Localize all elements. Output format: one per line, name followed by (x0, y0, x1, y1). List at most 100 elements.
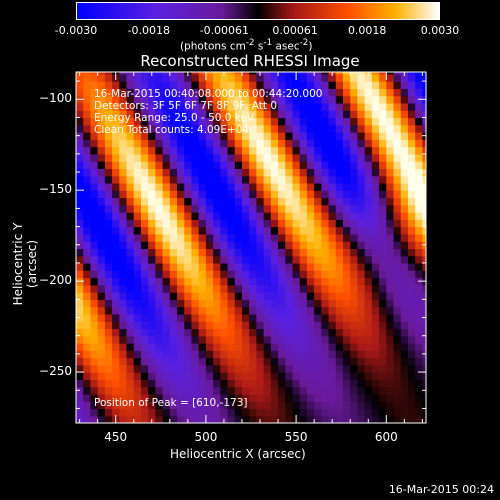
heatmap-cell (407, 386, 416, 395)
heatmap-cell (278, 139, 286, 148)
heatmap-cell (321, 110, 330, 119)
heatmap-cell (112, 212, 120, 220)
heatmap-cell (371, 161, 380, 169)
heatmap-cell (321, 190, 330, 199)
x-tick-label: 450 (104, 430, 128, 444)
heatmap-cell (256, 241, 265, 250)
heatmap-cell (104, 226, 113, 235)
heatmap-cell (76, 372, 84, 380)
heatmap-cell (285, 219, 294, 228)
heatmap-cell (198, 386, 207, 395)
heatmap-cell (76, 219, 84, 228)
heatmap-cell (299, 277, 308, 286)
heatmap-cell (104, 328, 113, 337)
heatmap-cell (285, 139, 294, 148)
heatmap-cell (249, 88, 258, 97)
heatmap-cell (306, 350, 315, 359)
heatmap-cell (343, 88, 351, 97)
heatmap-cell (400, 88, 409, 97)
heatmap-cell (343, 357, 351, 366)
heatmap-cell (335, 321, 344, 330)
heatmap-cell (249, 270, 258, 279)
heatmap-cell (328, 292, 337, 300)
heatmap-cell (379, 81, 387, 89)
heatmap-cell (90, 73, 99, 82)
heatmap-cell (335, 364, 344, 373)
heatmap-cell (191, 153, 200, 162)
heatmap-cell (220, 284, 229, 293)
heatmap-cell (213, 95, 221, 104)
heatmap-cell (119, 306, 128, 315)
heatmap-cell (314, 372, 322, 380)
heatmap-cell (227, 88, 236, 97)
heatmap-cell (386, 393, 395, 402)
heatmap-cell (314, 357, 322, 366)
heatmap-cell (148, 88, 156, 97)
heatmap-cell (234, 72, 243, 75)
heatmap-cell (198, 124, 207, 133)
heatmap-cell (343, 81, 351, 89)
heatmap-cell (76, 255, 84, 264)
heatmap-cell (104, 146, 113, 155)
heatmap-cell (371, 284, 380, 293)
heatmap-cell (285, 132, 294, 140)
heatmap-cell (213, 175, 221, 184)
heatmap-cell (328, 95, 337, 104)
heatmap-cell (191, 212, 200, 220)
heatmap-cell (407, 102, 416, 111)
heatmap-cell (393, 102, 402, 111)
heatmap-cell (234, 132, 243, 140)
heatmap-cell (343, 190, 351, 199)
heatmap-cell (83, 146, 92, 155)
heatmap-cell (256, 321, 265, 330)
heatmap-cell (119, 277, 128, 286)
heatmap-cell (263, 72, 272, 75)
heatmap-cell (256, 197, 265, 206)
heatmap-cell (386, 146, 395, 155)
heatmap-cell (321, 401, 330, 410)
heatmap-cell (234, 255, 243, 264)
heatmap-cell (335, 204, 344, 213)
heatmap-cell (76, 335, 84, 344)
heatmap-cell (285, 386, 294, 395)
heatmap-cell (198, 241, 207, 250)
heatmap-cell (249, 124, 258, 133)
heatmap-cell (400, 393, 409, 402)
heatmap-cell (285, 255, 294, 264)
heatmap-cell (198, 408, 207, 417)
heatmap-cell (191, 364, 200, 373)
heatmap-cell (162, 357, 171, 366)
heatmap-cell (400, 197, 409, 206)
heatmap-cell (227, 401, 236, 410)
y-tick-label: −200 (39, 273, 72, 288)
heatmap-cell (169, 284, 178, 293)
heatmap-cell (104, 262, 113, 271)
heatmap-cell (335, 335, 344, 344)
heatmap-cell (263, 102, 272, 111)
heatmap-cell (299, 153, 308, 162)
heatmap-cell (140, 306, 149, 315)
heatmap-cell (343, 342, 351, 351)
heatmap-cell (285, 248, 294, 257)
heatmap-cell (177, 241, 185, 250)
heatmap-cell (140, 277, 149, 286)
heatmap-cell (314, 81, 322, 89)
heatmap-cell (270, 175, 279, 184)
heatmap-cell (328, 226, 337, 235)
y-tick-label: −250 (39, 364, 72, 379)
heatmap-cell (155, 132, 164, 140)
heatmap-cell (234, 73, 243, 82)
heatmap-cell (249, 110, 258, 119)
heatmap-cell (343, 415, 351, 423)
heatmap-cell (104, 190, 113, 199)
colorbar-tick-label: -0.0030 (54, 24, 98, 37)
heatmap-cell (386, 81, 395, 89)
heatmap-cell (407, 204, 416, 213)
heatmap-cell (155, 95, 164, 104)
heatmap-cell (177, 328, 185, 337)
heatmap-cell (155, 321, 164, 330)
heatmap-cell (306, 175, 315, 184)
heatmap-cell (335, 88, 344, 97)
heatmap-cell (97, 299, 106, 308)
heatmap-cell (328, 401, 337, 410)
